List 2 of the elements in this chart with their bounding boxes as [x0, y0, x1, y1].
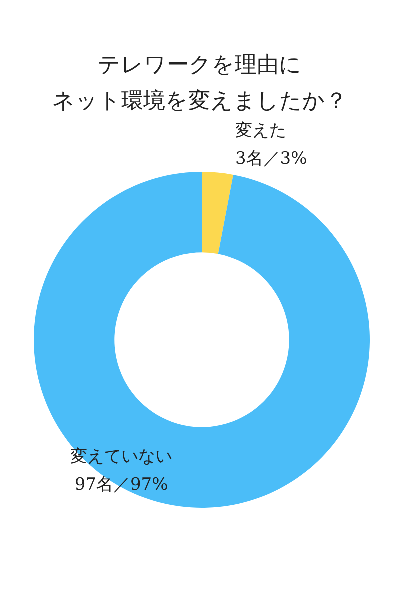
title: ネット環境を変えましたか？ — [52, 89, 348, 114]
title: テレワークを理由に — [98, 53, 302, 78]
